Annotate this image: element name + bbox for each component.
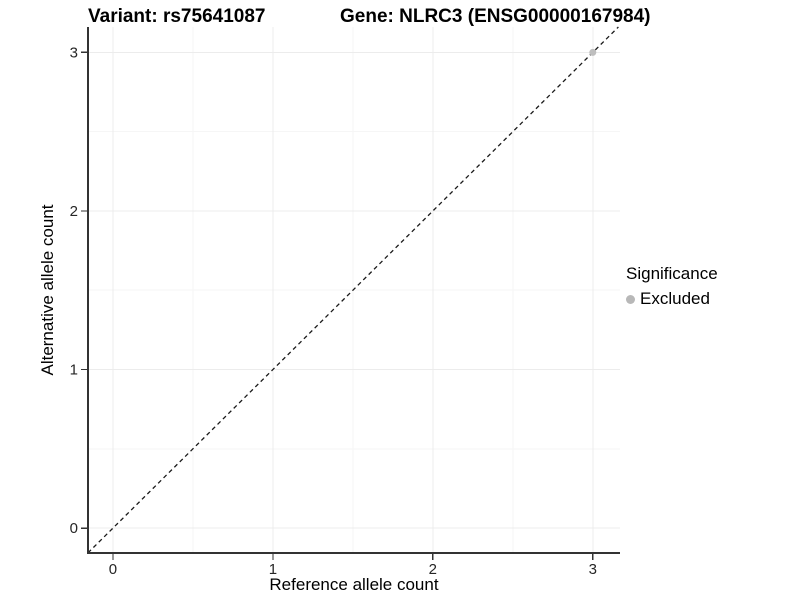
x-tick-label: 1 [269, 561, 277, 578]
variant-title: Variant: rs75641087 [88, 6, 266, 27]
x-tick-label: 2 [429, 561, 437, 578]
y-tick-label: 3 [70, 44, 78, 61]
x-axis-title: Reference allele count [269, 575, 439, 594]
gene-title: Gene: NLRC3 (ENSG00000167984) [340, 6, 651, 27]
y-axis-title: Alternative allele count [38, 204, 57, 376]
legend: Significance Excluded [626, 264, 718, 309]
identity-dashed-line [87, 26, 619, 554]
x-tick-label: 0 [109, 561, 117, 578]
data-point-excluded [589, 48, 597, 56]
x-tick-label: 3 [589, 561, 597, 578]
legend-item-excluded: Excluded [626, 289, 718, 309]
y-tick-label: 0 [70, 520, 78, 537]
legend-title: Significance [626, 264, 718, 283]
y-tick-label: 1 [70, 362, 78, 379]
legend-marker-circle-icon [626, 294, 635, 304]
y-tick-label: 2 [70, 203, 78, 220]
legend-item-label: Excluded [640, 289, 710, 308]
